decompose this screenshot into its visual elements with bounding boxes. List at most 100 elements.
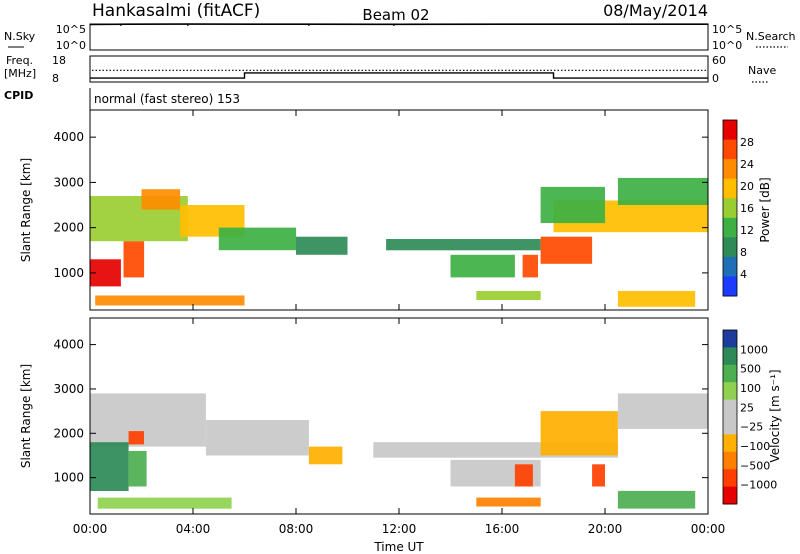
power-colorbar-swatch-7	[723, 256, 737, 277]
power-colorbar-frame	[722, 119, 738, 297]
nave-right-label: Nave	[748, 64, 776, 77]
x-tick-label-5: 20:00	[588, 522, 623, 536]
power-region-12	[540, 236, 593, 264]
power-region-6	[296, 236, 348, 255]
power-y-axis-title: Slant Range [km]	[19, 158, 33, 262]
velocity-ytick-label-0: 1000	[53, 471, 84, 485]
velocity-colorbar: 1000 500 100 25 −25 −100 −500 −1000	[722, 329, 777, 505]
freq-left-tick-bottom: 8	[52, 72, 59, 85]
x-tick-label-2: 08:00	[279, 522, 314, 536]
power-ytick-label-2: 3000	[53, 175, 84, 189]
power-colorbar-swatch-0	[723, 120, 737, 141]
power-ytick-label-3: 4000	[53, 130, 84, 144]
velocity-region-13	[617, 393, 708, 429]
power-ytick-label-0: 1000	[53, 266, 84, 280]
power-colorbar-swatch-2	[723, 159, 737, 180]
velocity-region-5	[97, 497, 232, 509]
velocity-ytick-label-2: 3000	[53, 382, 84, 396]
velocity-region-0	[90, 393, 206, 447]
power-region-11	[522, 254, 538, 278]
velocity-colorbar-swatch-9	[723, 486, 737, 505]
velocity-colorbar-swatch-6	[723, 434, 737, 453]
station-title: Hankasalmi (fitACF)	[92, 1, 260, 21]
x-tick-label-1: 04:00	[176, 522, 211, 536]
velocity-region-12	[592, 464, 605, 487]
velocity-region-10	[476, 497, 541, 507]
x-axis-title: Time UT	[373, 540, 424, 554]
nave-right-tick-top: 60	[712, 54, 726, 67]
power-data	[90, 177, 708, 307]
power-region-7	[95, 295, 245, 306]
power-colorbar-swatch-5	[723, 217, 737, 238]
power-region-14	[540, 186, 605, 224]
power-colorbar-swatch-1	[723, 139, 737, 160]
velocity-colorbar-tick-6: −500	[740, 459, 770, 472]
nsky-right-tick-top: 10^5	[712, 23, 742, 36]
power-region-16	[617, 291, 696, 307]
nsky-trace	[89, 23, 708, 26]
time-x-axis: 00:00 04:00 08:00 12:00 16:00 20:00 00:00	[73, 522, 726, 536]
velocity-colorbar-swatch-1	[723, 347, 737, 366]
velocity-region-1	[205, 420, 309, 456]
power-region-3	[141, 189, 181, 210]
nave-right-tick-bottom: 0	[712, 72, 719, 85]
power-colorbar-swatch-3	[723, 178, 737, 199]
velocity-region-9	[514, 464, 533, 487]
nsearch-right-label: N.Search	[746, 30, 796, 43]
velocity-colorbar-label: Velocity [m s⁻¹]	[768, 369, 782, 462]
date-title: 08/May/2014	[603, 1, 708, 20]
nsky-left-tick-top: 10^5	[56, 23, 86, 36]
velocity-colorbar-swatch-5	[723, 417, 737, 435]
velocity-colorbar-tick-1: 500	[740, 363, 761, 376]
nsky-panel-frame	[89, 23, 709, 51]
velocity-y-axis: 1000 2000 3000 4000	[53, 318, 709, 514]
power-ytick-label-1: 2000	[53, 221, 84, 235]
velocity-colorbar-swatch-3	[723, 382, 737, 401]
velocity-ytick-label-3: 4000	[53, 338, 84, 352]
freq-left-tick-top: 18	[52, 54, 66, 67]
power-colorbar-tick-0: 28	[740, 136, 754, 149]
power-colorbar-tick-5: 8	[740, 246, 747, 259]
power-region-9	[450, 254, 515, 278]
x-tick-label-6: 00:00	[691, 522, 726, 536]
power-colorbar-swatch-8	[723, 276, 737, 297]
velocity-data	[90, 393, 708, 509]
power-region-15	[617, 177, 708, 205]
velocity-region-3	[128, 451, 147, 487]
velocity-colorbar-swatch-8	[723, 469, 737, 488]
power-region-8	[386, 239, 541, 251]
cpid-text: normal (fast stereo) 153	[94, 92, 240, 106]
cpid-label: CPID	[4, 89, 33, 102]
freq-left-label-1: Freq.	[6, 54, 33, 67]
power-colorbar-tick-2: 20	[740, 180, 754, 193]
velocity-colorbar-swatch-2	[723, 364, 737, 383]
velocity-y-axis-title: Slant Range [km]	[19, 364, 33, 468]
power-colorbar: 28 24 20 16 12 8 4	[722, 119, 754, 297]
velocity-ytick-label-1: 2000	[53, 426, 84, 440]
power-region-5	[218, 227, 297, 251]
power-colorbar-tick-4: 12	[740, 224, 754, 237]
velocity-colorbar-tick-7: −1000	[740, 479, 777, 492]
power-region-1	[123, 241, 145, 278]
velocity-region-6	[308, 446, 343, 465]
velocity-colorbar-tick-5: −100	[740, 440, 770, 453]
x-tick-label-4: 16:00	[485, 522, 520, 536]
nsky-right-tick-bottom: 10^0	[712, 39, 742, 52]
freq-panel-frame	[89, 55, 709, 83]
power-colorbar-swatch-6	[723, 237, 737, 258]
power-y-axis: 1000 2000 3000 4000	[53, 110, 709, 310]
velocity-region-2	[90, 442, 129, 491]
nsky-left-label: N.Sky	[4, 30, 36, 43]
x-tick-label-3: 12:00	[382, 522, 417, 536]
velocity-region-11	[540, 411, 618, 456]
velocity-colorbar-swatch-0	[723, 330, 737, 348]
velocity-colorbar-swatch-7	[723, 451, 737, 470]
velocity-colorbar-frame	[722, 329, 738, 505]
freq-left-label-2: [MHz]	[4, 67, 36, 80]
freq-line	[90, 72, 708, 79]
velocity-colorbar-tick-4: −25	[740, 421, 763, 434]
velocity-colorbar-tick-0: 1000	[740, 343, 768, 356]
power-colorbar-tick-3: 16	[740, 202, 754, 215]
x-tick-label-0: 00:00	[73, 522, 108, 536]
